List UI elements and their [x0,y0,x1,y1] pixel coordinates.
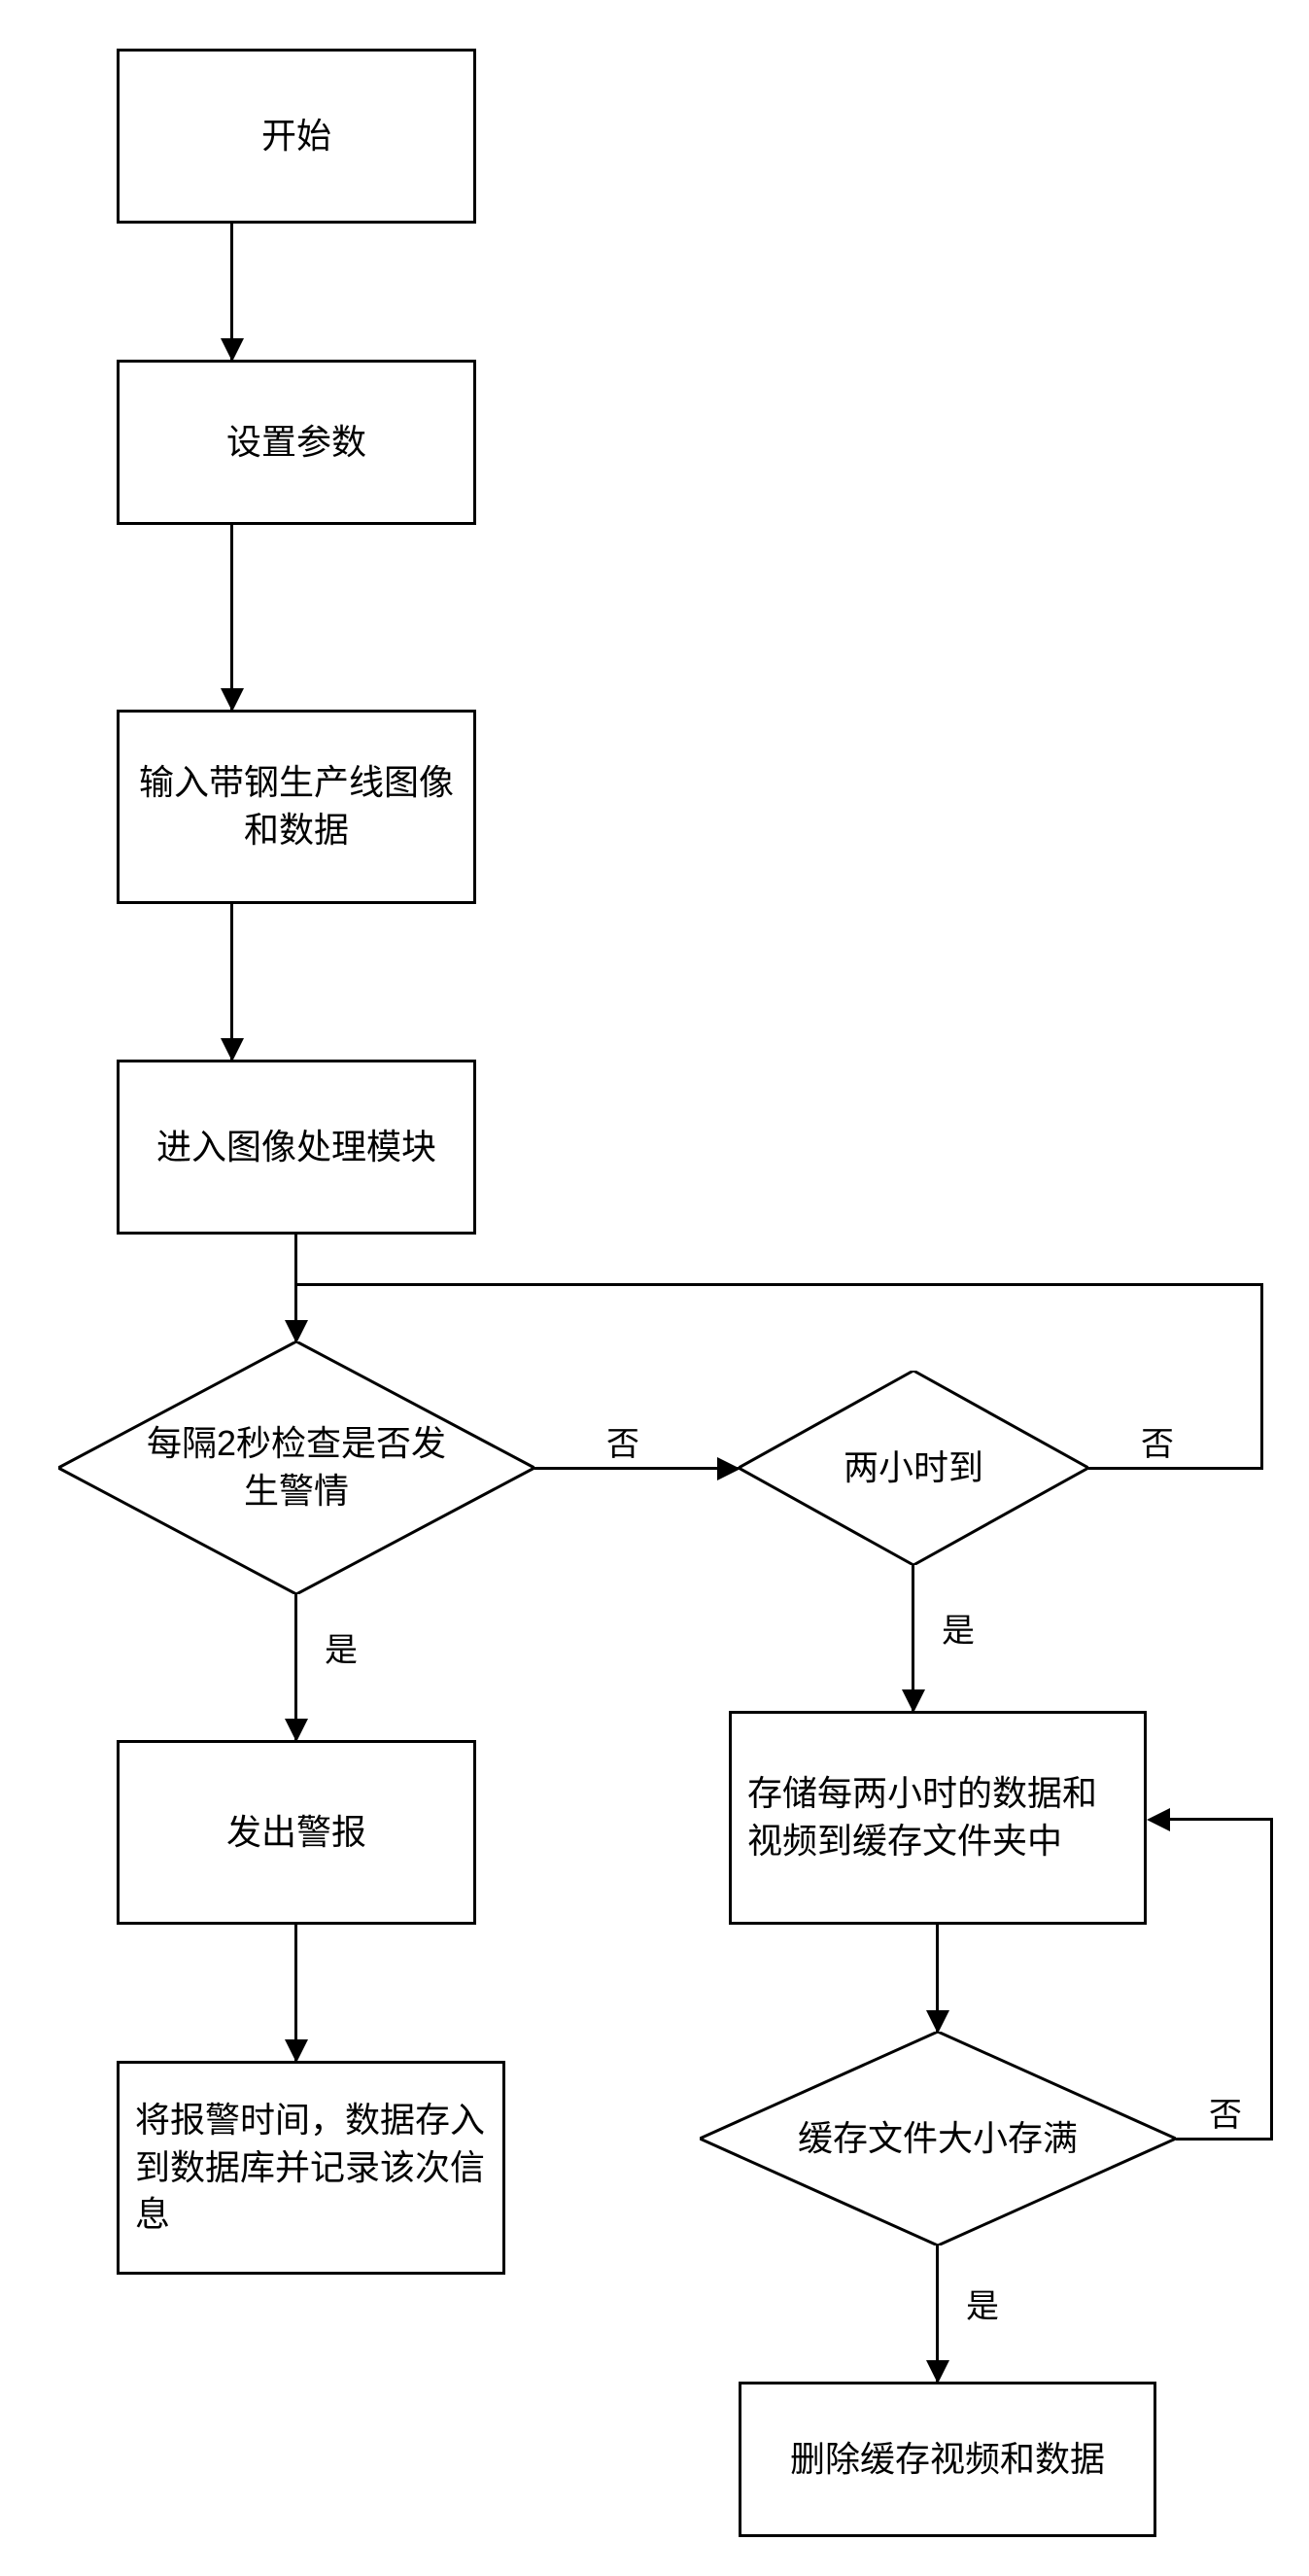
node-img-module: 进入图像处理模块 [117,1060,476,1235]
node-log-db: 将报警时间，数据存入到数据库并记录该次信息 [117,2061,505,2275]
edge-label-twohours-no: 否 [1137,1417,1178,1465]
node-input-img-label: 输入带钢生产线图像和数据 [135,759,458,853]
node-store-cache-label: 存储每两小时的数据和视频到缓存文件夹中 [747,1770,1128,1864]
node-two-hours-label: 两小时到 [844,1445,983,1492]
node-cache-full-label: 缓存文件大小存满 [798,2115,1078,2163]
flowchart-canvas: 开始 设置参数 输入带钢生产线图像和数据 进入图像处理模块 每隔2秒检查是否发生… [0,0,1309,2576]
node-store-cache: 存储每两小时的数据和视频到缓存文件夹中 [729,1711,1147,1925]
node-check-alarm-label: 每隔2秒检查是否发生警情 [144,1420,449,1514]
node-start-label: 开始 [261,113,331,160]
edge-label-cachefull-yes: 是 [962,2280,1003,2327]
edge-label-cachefull-no: 否 [1205,2088,1246,2136]
arrowhead-icon [1147,1808,1170,1831]
node-log-db-label: 将报警时间，数据存入到数据库并记录该次信息 [135,2097,487,2239]
arrowhead-icon [717,1457,741,1480]
edge-cachefull-no-2 [1270,1818,1273,2141]
edge-setparams-input [230,525,233,710]
node-input-img: 输入带钢生产线图像和数据 [117,710,476,904]
arrowhead-icon [285,1719,308,1742]
node-img-module-label: 进入图像处理模块 [156,1124,436,1171]
edge-twohours-no-3 [296,1283,1263,1286]
arrowhead-icon [221,688,244,712]
arrowhead-icon [221,338,244,362]
node-set-params: 设置参数 [117,360,476,525]
arrowhead-icon [285,2039,308,2063]
edge-label-check-no: 否 [603,1417,643,1465]
edge-cachefull-no-3 [1166,1818,1273,1821]
node-cache-full: 缓存文件大小存满 [700,2032,1176,2245]
node-delete-cache-label: 删除缓存视频和数据 [790,2436,1105,2484]
node-start: 开始 [117,49,476,224]
edge-twohours-no-2 [1260,1283,1263,1470]
node-two-hours: 两小时到 [739,1371,1088,1565]
arrowhead-icon [926,2010,949,2034]
node-check-alarm: 每隔2秒检查是否发生警情 [58,1341,534,1594]
edge-label-twohours-yes: 是 [938,1604,979,1652]
node-raise-alarm: 发出警报 [117,1740,476,1925]
edge-twohours-no-1 [1088,1467,1263,1470]
edge-check-no [534,1467,739,1470]
edge-input-module [230,904,233,1060]
node-delete-cache: 删除缓存视频和数据 [739,2382,1156,2537]
arrowhead-icon [926,2360,949,2384]
arrowhead-icon [902,1689,925,1713]
edge-cachefull-no-1 [1176,2138,1273,2141]
node-raise-alarm-label: 发出警报 [226,1809,366,1857]
node-set-params-label: 设置参数 [226,419,366,467]
edge-label-check-yes: 是 [321,1623,362,1671]
arrowhead-icon [285,1320,308,1343]
arrowhead-icon [221,1038,244,1062]
